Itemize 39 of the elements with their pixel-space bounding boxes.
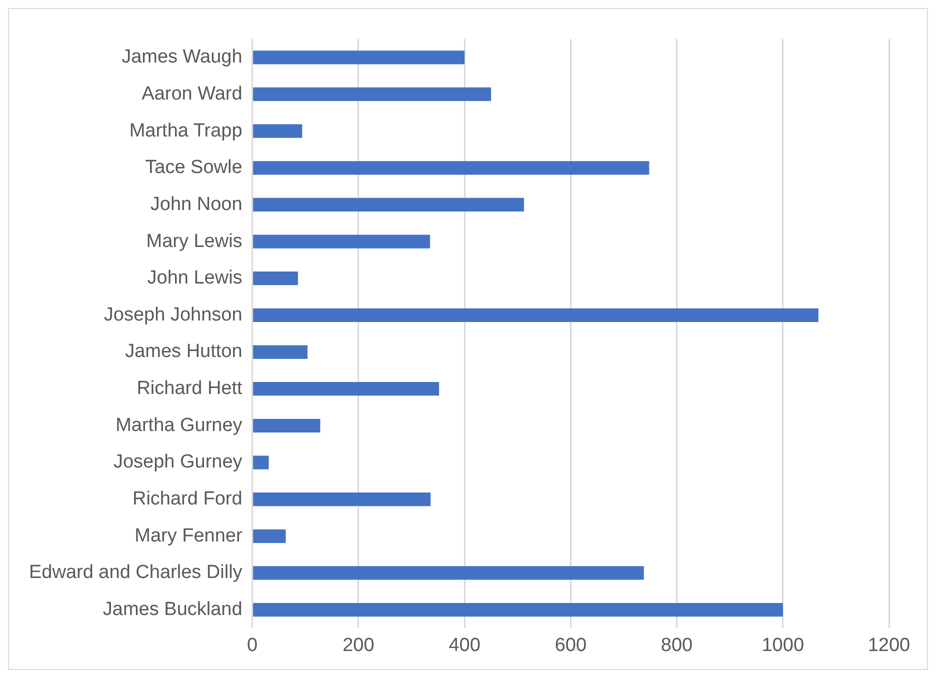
y-tick-label: James Waugh <box>122 46 242 68</box>
x-tick-label: 1200 <box>868 634 910 656</box>
bar <box>253 456 269 470</box>
bar <box>253 529 286 543</box>
y-tick-label: Mary Fenner <box>134 525 243 546</box>
y-tick-label: Martha Gurney <box>116 414 243 436</box>
bar <box>253 492 431 506</box>
bar <box>253 124 302 138</box>
y-tick-label: Tace Sowle <box>145 157 242 178</box>
y-tick-label: Richard Hett <box>136 378 244 400</box>
bar <box>253 308 818 322</box>
x-tick-label: 400 <box>448 634 480 656</box>
y-tick-label: Joseph Johnson <box>104 304 242 326</box>
y-tick-label: Aaron Ward <box>142 83 242 104</box>
y-tick-label: Mary Lewis <box>146 230 242 252</box>
bar <box>253 345 308 359</box>
x-tick-label: 0 <box>247 634 258 656</box>
bar <box>253 50 465 64</box>
bar <box>253 418 320 432</box>
y-tick-label: Joseph Gurney <box>113 452 243 473</box>
bar <box>253 161 650 175</box>
x-tick-label: 1000 <box>762 634 804 656</box>
bar <box>253 234 430 248</box>
bar <box>253 198 524 212</box>
bar <box>253 382 440 396</box>
bar <box>253 87 492 102</box>
bar <box>253 602 783 617</box>
y-tick-label: Edward and Charles Dilly <box>28 562 243 584</box>
y-tick-label: Richard Ford <box>132 488 242 510</box>
x-tick-label: 600 <box>554 634 587 656</box>
y-tick-label: John Lewis <box>147 268 242 289</box>
y-tick-label: Martha Trapp <box>129 120 242 142</box>
y-tick-label: John Noon <box>150 194 242 215</box>
x-tick-label: 800 <box>660 634 693 656</box>
x-tick-label: 200 <box>342 634 374 656</box>
bar <box>253 272 298 286</box>
y-tick-label: James Hutton <box>125 341 242 362</box>
bar <box>253 566 644 580</box>
y-tick-label: James Buckland <box>102 599 242 620</box>
